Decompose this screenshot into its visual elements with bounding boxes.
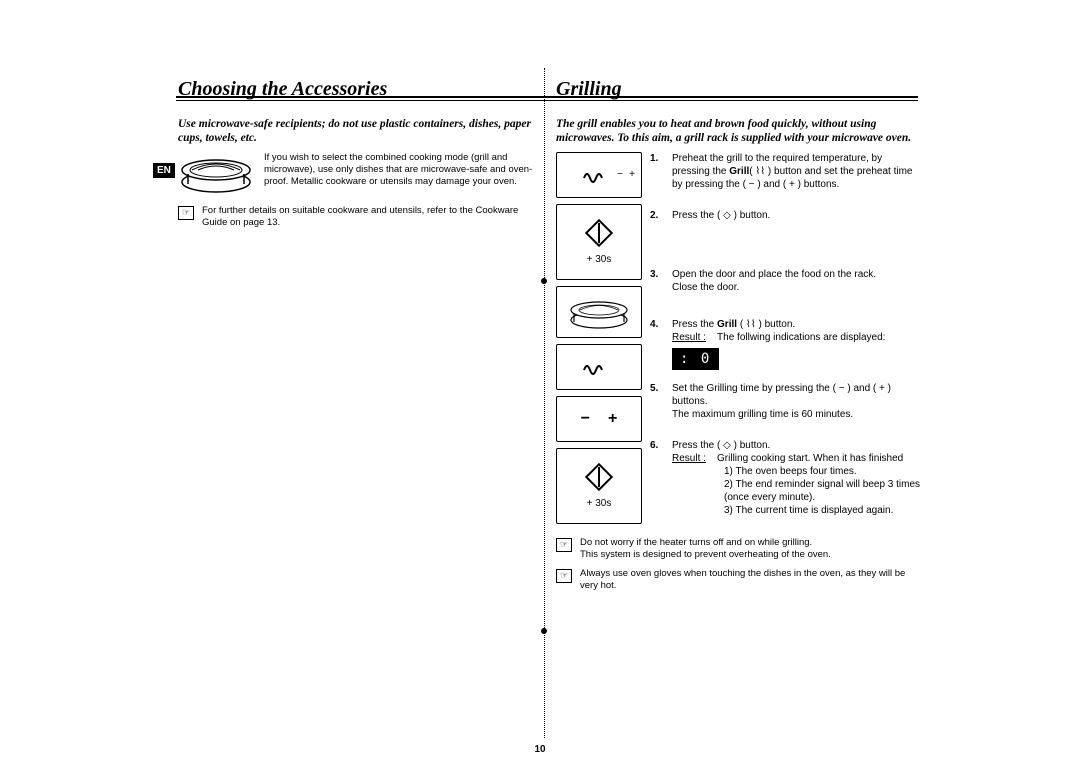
note-text-left: For further details on suitable cookware… [202,205,538,230]
display-readout: : 0 [672,348,719,370]
step-6: 6. Press the ( ◇ ) button. Result : Gril… [650,439,921,517]
step-4: 4. Press the Grill ( ⌇⌇ ) button. Result… [650,318,921,370]
language-badge: EN [153,163,175,178]
plus-icon [608,410,617,428]
column-divider [544,68,545,738]
plus-minus-button-illustration [556,396,642,442]
plus-icon: + [629,169,635,180]
intro-text-left: Use microwave-safe recipients; do not us… [178,117,538,146]
body-text-left: If you wish to select the combined cooki… [264,152,538,189]
rack-illustration [178,152,254,197]
rack-illustration-small [556,286,642,338]
grilling-steps-list: 1. Preheat the grill to the required tem… [650,152,921,517]
plus-30s-label-2: + 30s [587,498,612,509]
grilling-note-1: Do not worry if the heater turns off and… [580,537,921,562]
step-1: 1. Preheat the grill to the required tem… [650,152,921,191]
page-number: 10 [0,744,1080,755]
section-heading-grilling: Grilling [556,78,921,101]
grill-button-illustration: − + [556,152,642,198]
note-icon: ☞ [556,538,572,552]
step-2: 2. Press the ( ◇ ) button. [650,209,921,222]
divider-dot [541,628,547,634]
grill-button-illustration-2 [556,344,642,390]
start-button-illustration-2: + 30s [556,448,642,524]
minus-icon: − [617,169,623,180]
divider-dot [541,278,547,284]
note-icon: ☞ [178,206,194,220]
section-heading-accessories: Choosing the Accessories [178,78,538,101]
start-button-illustration: + 30s [556,204,642,280]
intro-text-right: The grill enables you to heat and brown … [556,117,921,146]
step-5: 5. Set the Grilling time by pressing the… [650,382,921,421]
step-3: 3. Open the door and place the food on t… [650,268,921,294]
grilling-note-2: Always use oven gloves when touching the… [580,568,921,593]
plus-30s-label: + 30s [587,254,612,265]
note-icon: ☞ [556,569,572,583]
minus-icon [581,410,590,428]
